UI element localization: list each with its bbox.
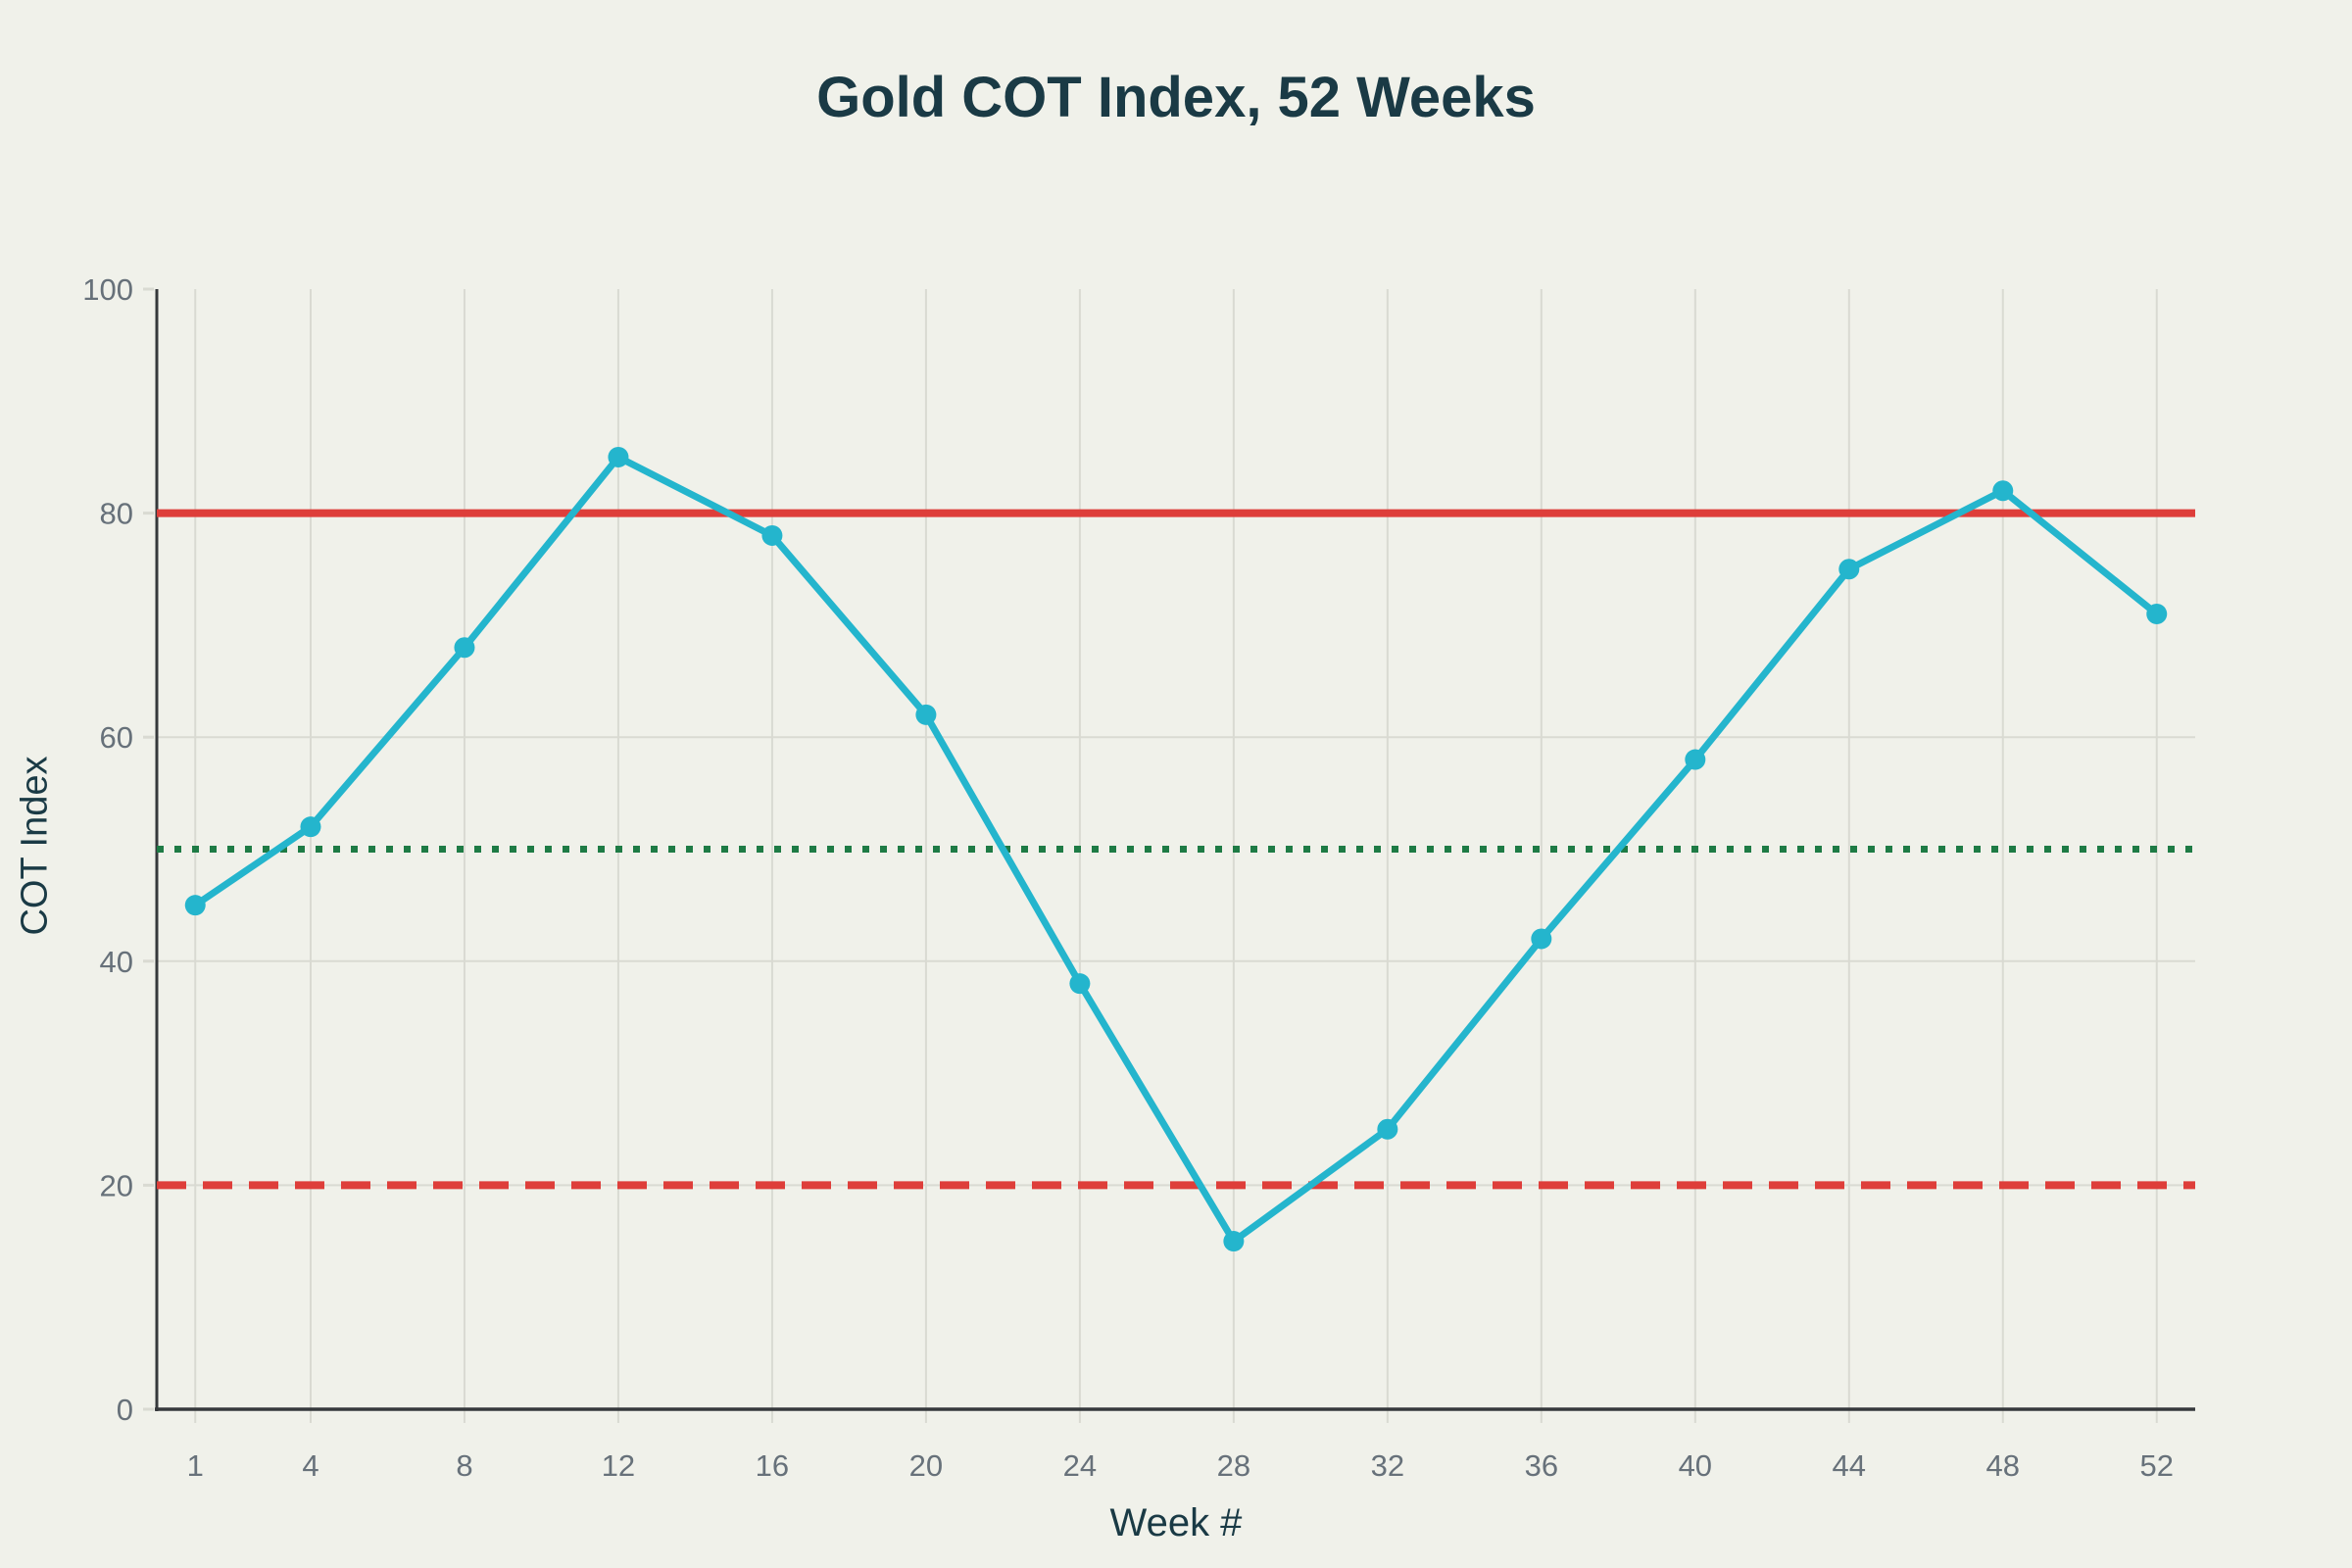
- data-point-week-40[interactable]: [1685, 749, 1706, 770]
- chart-title: Gold COT Index, 52 Weeks: [816, 66, 1536, 129]
- data-point-week-48[interactable]: [1992, 480, 2014, 502]
- y-axis-label: COT Index: [14, 756, 56, 936]
- data-point-week-8[interactable]: [454, 637, 475, 659]
- data-point-week-28[interactable]: [1223, 1231, 1245, 1252]
- x-tick-label-32: 32: [1371, 1448, 1404, 1483]
- data-point-week-20[interactable]: [915, 704, 937, 725]
- data-point-week-12[interactable]: [608, 446, 629, 467]
- x-tick-label-4: 4: [302, 1448, 318, 1483]
- x-tick-label-48: 48: [1986, 1448, 2020, 1483]
- data-point-week-16[interactable]: [761, 524, 783, 546]
- data-point-week-44[interactable]: [1838, 559, 1860, 580]
- x-tick-label-44: 44: [1833, 1448, 1866, 1483]
- x-tick-label-16: 16: [756, 1448, 789, 1483]
- x-tick-label-28: 28: [1217, 1448, 1250, 1483]
- x-tick-label-8: 8: [456, 1448, 472, 1483]
- y-tick-label-100: 100: [82, 272, 133, 307]
- data-point-week-52[interactable]: [2146, 603, 2168, 624]
- x-axis-label: Week #: [1109, 1501, 1243, 1544]
- x-tick-label-20: 20: [909, 1448, 943, 1483]
- y-tick-label-0: 0: [117, 1393, 133, 1427]
- x-tick-label-1: 1: [187, 1448, 204, 1483]
- y-tick-label-20: 20: [100, 1168, 133, 1202]
- series-line-cot-index: [191, 453, 2161, 1246]
- x-tick-label-52: 52: [2140, 1448, 2174, 1483]
- data-point-week-24[interactable]: [1069, 973, 1091, 995]
- y-tick-label-80: 80: [100, 497, 133, 531]
- data-point-week-4[interactable]: [300, 816, 321, 838]
- data-point-week-36[interactable]: [1531, 928, 1552, 950]
- x-tick-label-24: 24: [1063, 1448, 1097, 1483]
- y-tick-label-40: 40: [100, 945, 133, 979]
- x-tick-label-12: 12: [602, 1448, 635, 1483]
- x-tick-label-36: 36: [1525, 1448, 1558, 1483]
- x-tick-label-40: 40: [1679, 1448, 1712, 1483]
- y-tick-label-60: 60: [100, 720, 133, 755]
- data-point-week-32[interactable]: [1377, 1118, 1398, 1140]
- data-point-week-1[interactable]: [184, 895, 206, 916]
